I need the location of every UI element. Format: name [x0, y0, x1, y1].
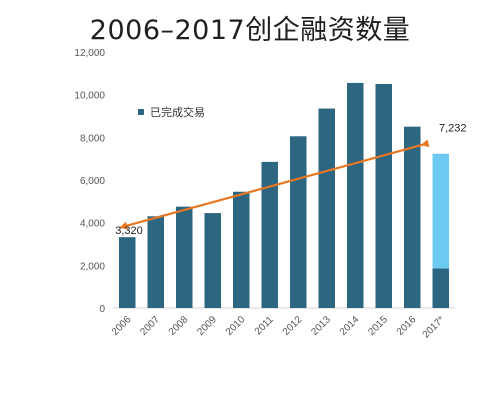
- y-tick-label: 4,000: [80, 219, 105, 230]
- trend-arrow: [119, 139, 430, 230]
- bar-completed: [375, 84, 392, 308]
- y-tick-label: 10,000: [74, 91, 105, 102]
- bar-completed: [147, 216, 164, 308]
- x-tick-label: 2008: [167, 314, 191, 338]
- bar-completed: [176, 206, 193, 308]
- x-tick-label: 2013: [309, 314, 333, 338]
- x-tick-label: 2015: [366, 314, 390, 338]
- x-tick-label: 2014: [338, 314, 362, 338]
- y-tick-label: 6,000: [80, 176, 105, 187]
- chart-title: 2006–2017创企融资数量: [89, 15, 411, 46]
- legend-label: 已完成交易: [150, 105, 205, 119]
- x-tick-label: 2011: [253, 314, 276, 337]
- x-tick-label: 2006: [110, 314, 134, 338]
- y-tick-label: 0: [99, 304, 105, 315]
- bar-completed: [318, 108, 335, 309]
- bar-completed: [404, 126, 421, 309]
- x-tick-label: 2012: [281, 314, 305, 338]
- bar-projected: [432, 153, 449, 269]
- bar-completed: [432, 268, 449, 308]
- x-tick-label: 2007: [138, 314, 162, 338]
- x-tick-label: 2010: [224, 314, 248, 338]
- bar-completed: [204, 213, 221, 308]
- x-tick-label: 2017*: [421, 314, 447, 340]
- x-tick-label: 2009: [195, 314, 219, 338]
- bar-completed: [119, 237, 136, 308]
- data-label: 3,320: [115, 225, 143, 237]
- y-tick-label: 12,000: [74, 48, 105, 59]
- bar-completed: [290, 136, 307, 308]
- legend-swatch: [138, 109, 144, 115]
- data-label: 7,232: [439, 123, 467, 135]
- bar-completed: [261, 161, 278, 308]
- x-tick-label: 2016: [395, 314, 419, 338]
- y-tick-label: 8,000: [80, 133, 105, 144]
- y-tick-label: 2,000: [80, 261, 105, 272]
- bar-completed: [347, 82, 364, 308]
- bar-completed: [233, 191, 250, 308]
